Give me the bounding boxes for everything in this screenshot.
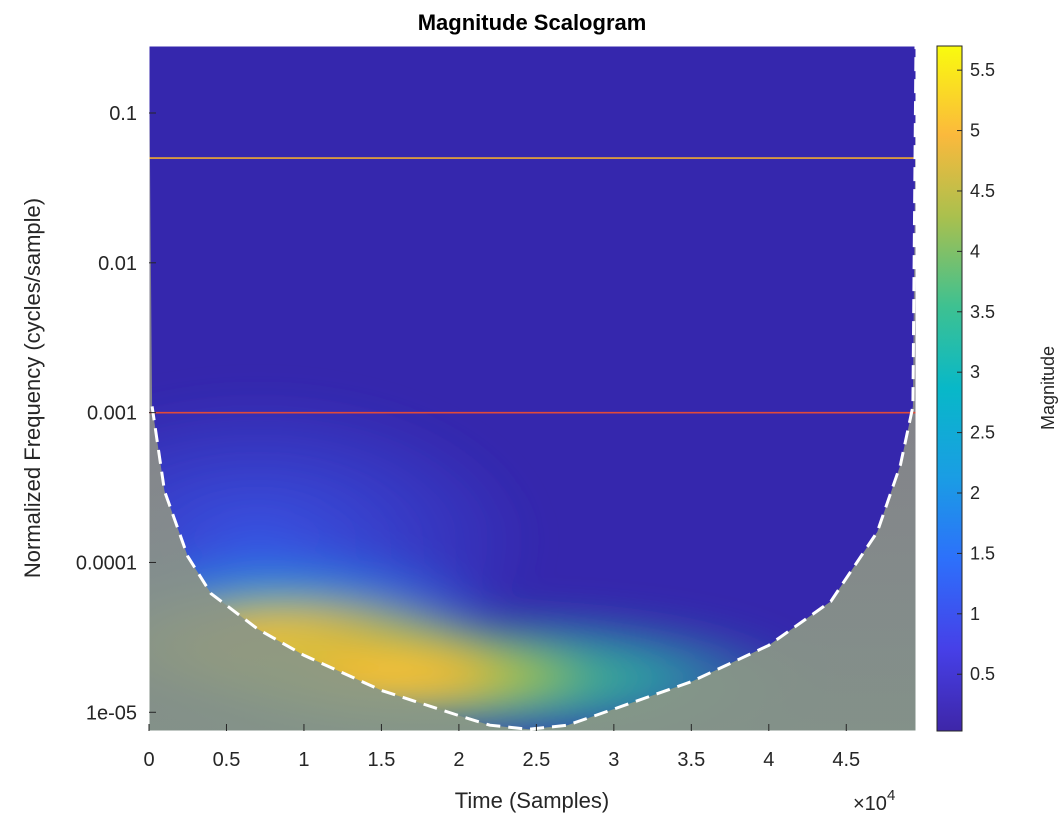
chart-title: Magnitude Scalogram <box>418 10 647 35</box>
heat-blobs <box>149 390 820 731</box>
colorbar-tick-label: 5 <box>970 121 980 141</box>
y-axis-label: Normalized Frequency (cycles/sample) <box>20 198 45 578</box>
x-tick-label: 3.5 <box>677 749 705 771</box>
y-tick-label: 0.0001 <box>76 552 137 574</box>
colorbar-tick-label: 3 <box>970 362 980 382</box>
colorbar: 0.5 1 1.5 2 2.5 3 3.5 4 4.5 5 5.5 Magnitude <box>936 45 1058 732</box>
x-tick-label: 2 <box>453 749 464 771</box>
colorbar-tick-label: 2 <box>970 483 980 503</box>
cone-of-influence-line <box>150 46 916 731</box>
frequency-lines <box>149 157 916 414</box>
colorbar-tick-label: 0.5 <box>970 664 995 684</box>
y-tick-label: 1e-05 <box>86 702 137 724</box>
colorbar-frame <box>936 45 963 732</box>
colorbar-tick-label: 3.5 <box>970 302 995 322</box>
heat-layer <box>149 390 820 731</box>
plot-frame <box>148 45 917 732</box>
x-tick-label: 4.5 <box>832 749 860 771</box>
colorbar-tick-label: 1.5 <box>970 543 995 563</box>
colorbar-tick-label: 5.5 <box>970 60 995 80</box>
x-axis: 0 0.5 1 1.5 2 2.5 3 3.5 4 4.5 <box>143 724 860 771</box>
x-tick-label: 0.5 <box>213 749 241 771</box>
plot-area <box>149 46 916 731</box>
colorbar-tick-label: 2.5 <box>970 423 995 443</box>
x-axis-exponent: ×104 <box>853 787 895 815</box>
x-tick-label: 1.5 <box>368 749 396 771</box>
y-tick-label: 0.01 <box>98 253 137 275</box>
colorbar-ramp <box>937 46 962 731</box>
x-tick-label: 0 <box>143 749 154 771</box>
colorbar-label: Magnitude <box>1038 346 1058 430</box>
y-axis: 1e-05 0.0001 0.001 0.01 0.1 <box>76 103 156 724</box>
x-axis-exponent-power: 4 <box>887 787 895 804</box>
y-tick-label: 0.001 <box>87 403 137 425</box>
x-tick-label: 1 <box>298 749 309 771</box>
x-axis-exponent-base: ×10 <box>853 793 887 815</box>
x-tick-label: 4 <box>763 749 774 771</box>
colorbar-tick-label: 1 <box>970 604 980 624</box>
x-axis-label: Time (Samples) <box>455 788 609 813</box>
y-tick-label: 0.1 <box>109 103 137 125</box>
colorbar-tick-label: 4.5 <box>970 181 995 201</box>
x-tick-label: 2.5 <box>522 749 550 771</box>
x-tick-label: 3 <box>608 749 619 771</box>
outside-cone-of-influence <box>149 46 916 731</box>
colorbar-tick-label: 4 <box>970 241 980 261</box>
colorbar-ticks: 0.5 1 1.5 2 2.5 3 3.5 4 4.5 5 5.5 <box>957 60 995 684</box>
